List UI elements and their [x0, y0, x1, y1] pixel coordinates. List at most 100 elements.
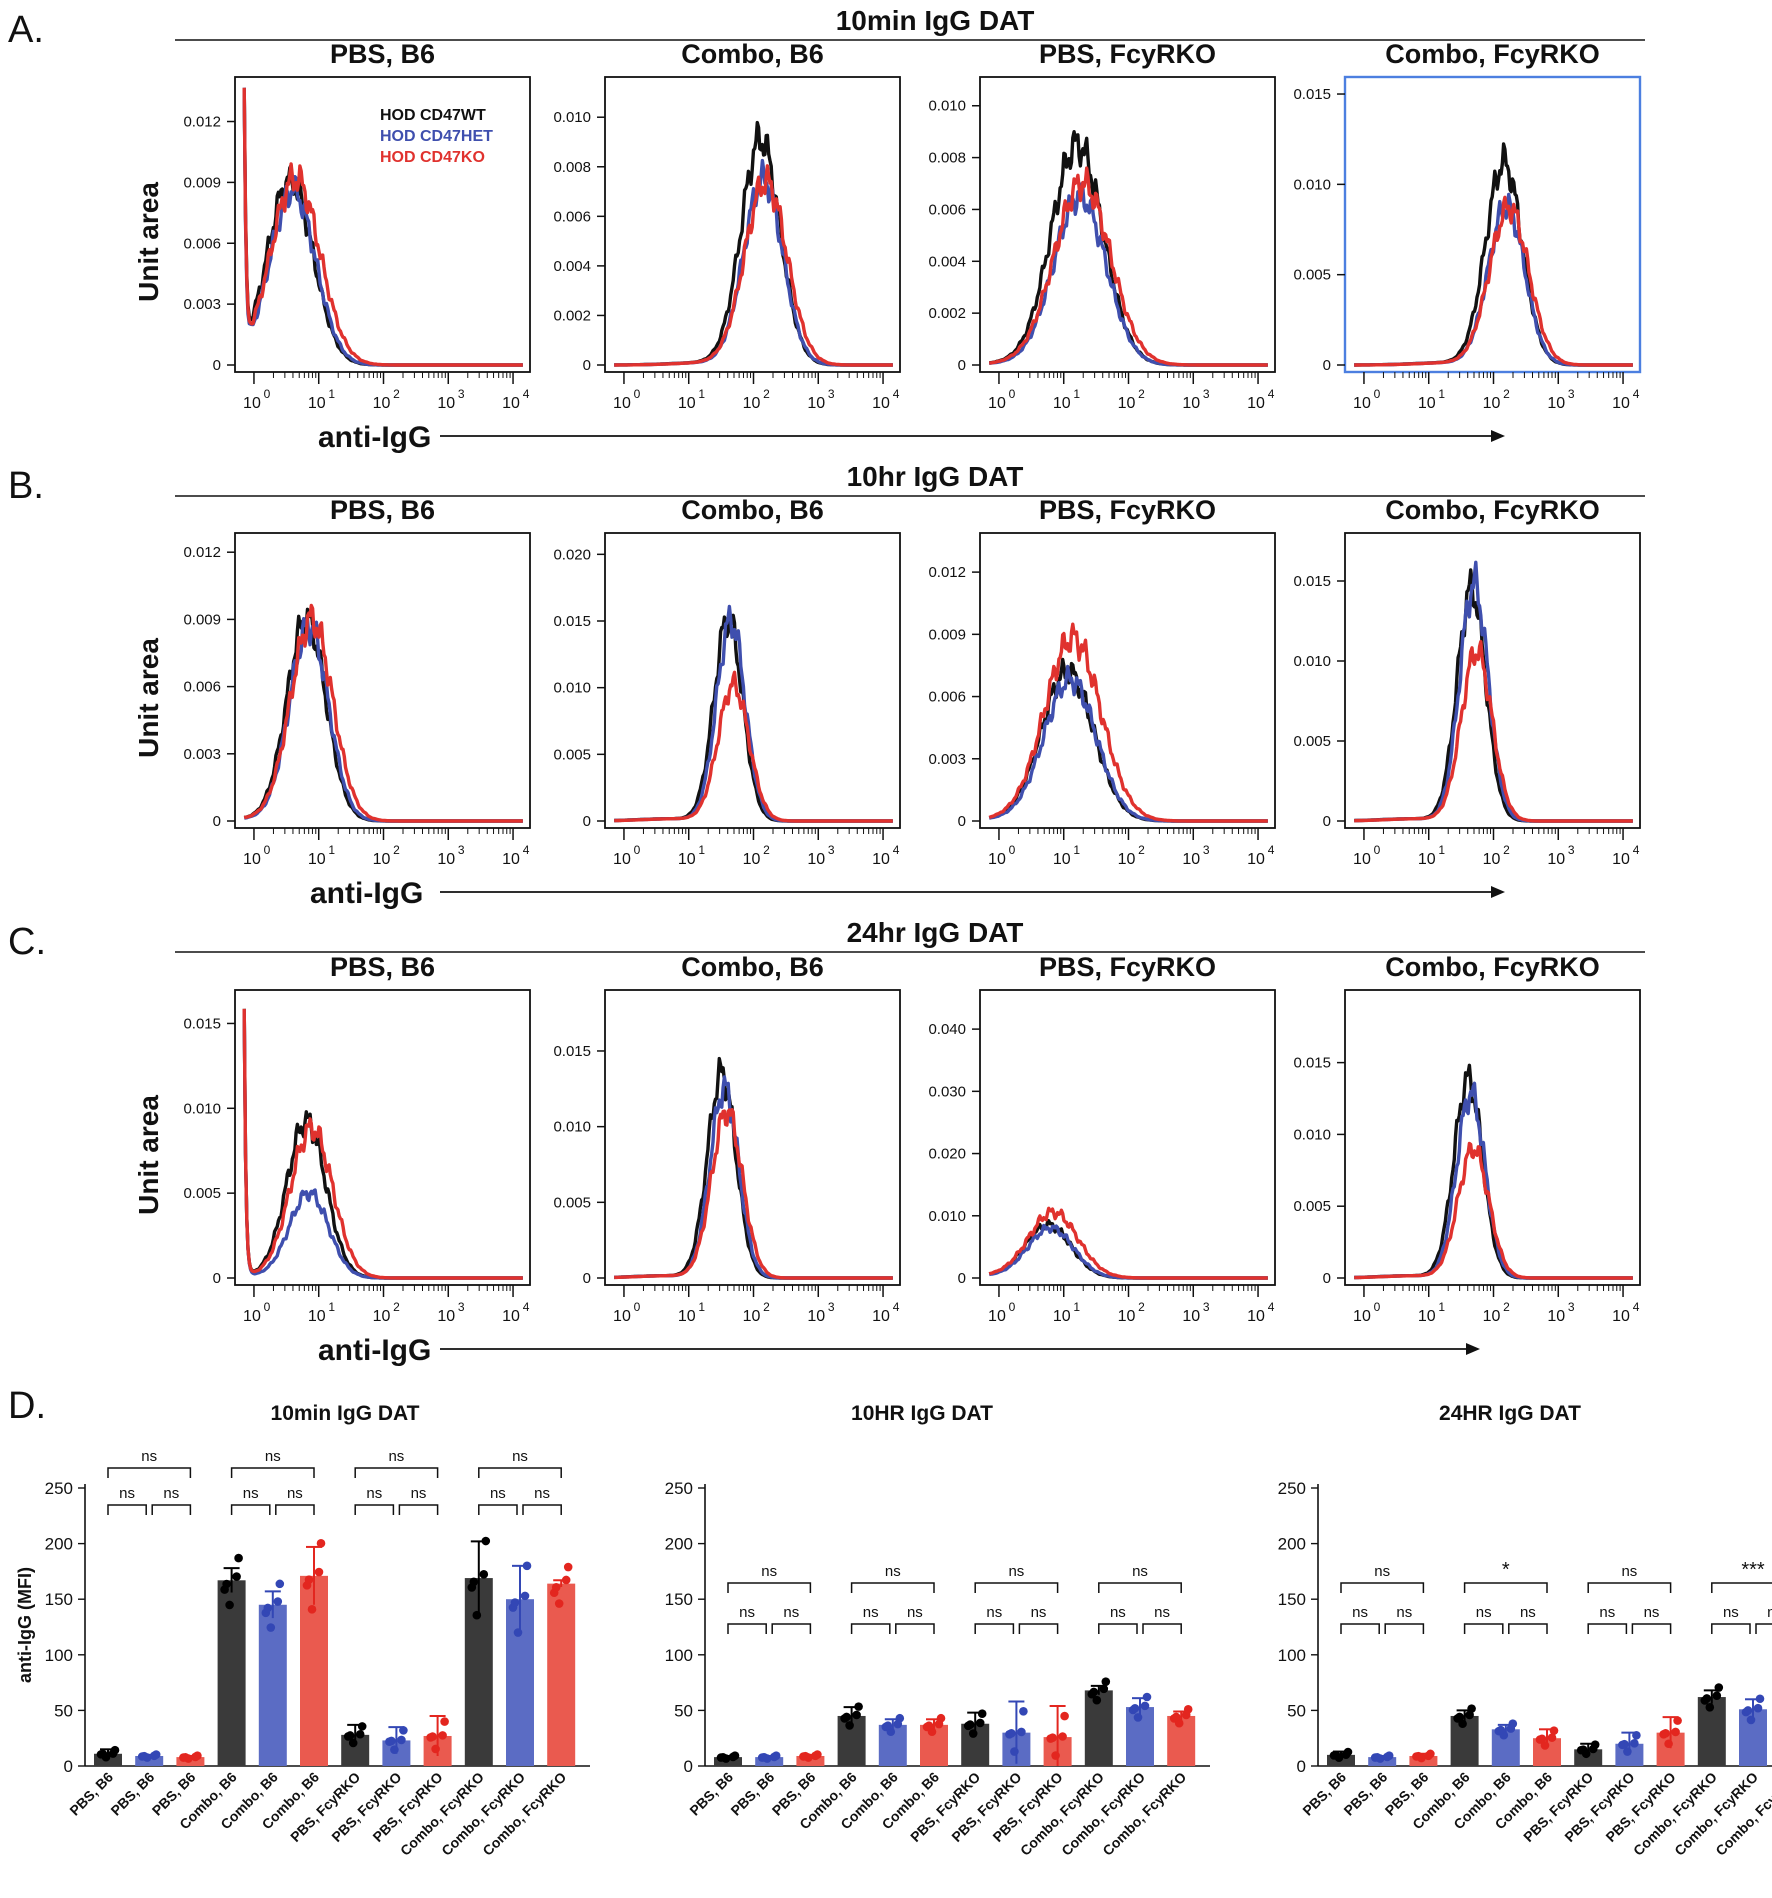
sig-label: ns	[739, 1604, 755, 1621]
y-tick-label: 0	[958, 357, 966, 374]
y-tick-label: 0.006	[928, 689, 966, 706]
data-point	[811, 1751, 820, 1761]
x-tick-exponent: 1	[1438, 843, 1445, 857]
x-tick-exponent: 3	[1568, 387, 1575, 401]
y-tick-label: 0	[213, 1270, 221, 1287]
x-tick-label: 10	[308, 851, 326, 868]
data-point	[1048, 1733, 1057, 1742]
data-point	[304, 1575, 314, 1584]
data-point	[1496, 1725, 1506, 1735]
y-tick-label: 0.004	[553, 258, 591, 275]
x-tick-label: 10	[1247, 395, 1265, 412]
data-point	[1578, 1745, 1588, 1754]
x-tick-exponent: 0	[1374, 387, 1381, 401]
data-point	[759, 1752, 769, 1762]
data-point	[968, 1729, 978, 1738]
data-point	[854, 1702, 863, 1711]
sig-label: ns	[388, 1448, 404, 1465]
sig-label: ns	[863, 1604, 879, 1621]
y-tick-label: 0.004	[928, 253, 966, 270]
x-tick-label: 10	[373, 1308, 391, 1325]
x-tick-exponent: 0	[1009, 387, 1016, 401]
data-point	[357, 1722, 367, 1731]
x-tick-exponent: 3	[1203, 387, 1210, 401]
x-tick-label: 10	[613, 1308, 631, 1325]
y-tick-label: 0.005	[553, 1194, 591, 1211]
data-point	[1007, 1729, 1016, 1738]
x-tick-label: 10	[308, 1308, 326, 1325]
data-point	[1705, 1702, 1715, 1712]
x-tick-label: 10	[1547, 395, 1565, 412]
data-point	[1051, 1751, 1060, 1760]
sig-bracket	[1631, 1623, 1672, 1634]
data-point	[975, 1718, 985, 1728]
x-tick-label: 10	[1483, 1308, 1501, 1325]
data-point	[1089, 1687, 1099, 1697]
y-tick-label: 0	[958, 813, 966, 830]
data-point	[1341, 1750, 1351, 1759]
histogram-curve-ko	[988, 622, 1269, 823]
x-tick-label: 10	[1247, 851, 1265, 868]
sig-label: ns	[243, 1485, 259, 1502]
x-tick-exponent: 0	[634, 1300, 641, 1314]
sig-bracket	[1463, 1623, 1504, 1634]
data-point	[965, 1720, 975, 1729]
sig-label: ns	[1644, 1604, 1660, 1621]
data-point	[718, 1752, 728, 1762]
data-point	[314, 1567, 324, 1577]
sig-bracket	[354, 1504, 395, 1515]
plot-frame	[979, 989, 1276, 1286]
x-tick-exponent: 4	[893, 843, 900, 857]
histogram-curve-ko	[613, 670, 894, 823]
bar-chart-0: 10min IgG DAT anti-IgG (MFI) 0 50 100 150 200 2…	[15, 1402, 590, 1859]
sig-bracket	[1587, 1623, 1628, 1634]
x-tick-exponent: 2	[1503, 843, 1510, 857]
x-tick-label: 10	[1182, 1308, 1200, 1325]
y-tick-label: 0.015	[1293, 1055, 1331, 1072]
y-axis-label: Unit area	[133, 1095, 164, 1215]
data-point	[149, 1751, 159, 1761]
data-point	[181, 1752, 190, 1762]
x-tick-exponent: 3	[828, 1300, 835, 1314]
sig-bracket	[1384, 1623, 1425, 1634]
sig-label: ns	[1110, 1604, 1126, 1621]
row-title: 24hr IgG DAT	[847, 917, 1024, 948]
histogram-row-0: A. 10min IgG DAT Unit area anti-IgG PBS, B6 0…	[8, 5, 1645, 454]
x-tick-exponent: 2	[763, 387, 770, 401]
y-tick-label: 0.009	[183, 611, 221, 628]
y-tick-label: 0	[583, 813, 591, 830]
bar-category-label: PBS, B6	[1299, 1769, 1349, 1819]
x-tick-exponent: 4	[1633, 1300, 1640, 1314]
data-point	[98, 1749, 108, 1759]
sig-label: ns	[490, 1485, 506, 1502]
x-tick-label: 10	[502, 1308, 520, 1325]
y-tick-label: 0.006	[183, 679, 221, 696]
row-label: A.	[8, 9, 44, 51]
x-tick-label: 10	[1353, 395, 1371, 412]
data-point	[1537, 1734, 1547, 1744]
plot-frame	[1344, 989, 1641, 1286]
sig-label: ns	[163, 1485, 179, 1502]
y-tick-label: 0.006	[928, 201, 966, 218]
data-point	[1140, 1701, 1150, 1711]
histogram-curve-het	[613, 158, 894, 367]
histogram-curve-het	[1353, 560, 1634, 823]
x-tick-label: 10	[502, 395, 520, 412]
bar-y-tick-label: 50	[1287, 1701, 1306, 1720]
x-tick-label: 10	[243, 395, 261, 412]
data-point	[1455, 1712, 1464, 1722]
bar-category-label: PBS, B6	[107, 1769, 157, 1819]
sig-bracket	[850, 1582, 935, 1593]
histogram-curve-ko	[613, 1108, 894, 1280]
y-tick-label: 0.006	[553, 208, 591, 225]
data-point	[924, 1721, 934, 1730]
sig-bracket	[230, 1504, 271, 1515]
data-point	[1424, 1751, 1433, 1761]
histogram-curve-wt	[613, 120, 894, 367]
panel-title: Combo, FcyRKO	[1385, 952, 1600, 982]
x-tick-exponent: 3	[1568, 843, 1575, 857]
sig-label: ns	[1396, 1604, 1412, 1621]
x-tick-label: 10	[807, 395, 825, 412]
sig-bracket	[107, 1467, 192, 1478]
histogram-curve-wt	[988, 1219, 1269, 1280]
